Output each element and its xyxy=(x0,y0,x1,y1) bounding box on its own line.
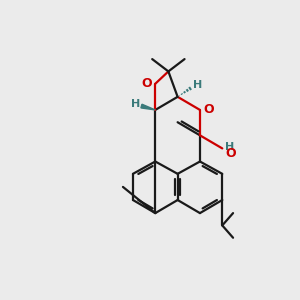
Text: O: O xyxy=(203,103,214,116)
Polygon shape xyxy=(141,104,155,110)
Text: O: O xyxy=(225,146,236,160)
Text: H: H xyxy=(193,80,202,89)
Text: O: O xyxy=(142,77,152,90)
Text: H: H xyxy=(225,142,235,152)
Text: H: H xyxy=(130,99,140,109)
